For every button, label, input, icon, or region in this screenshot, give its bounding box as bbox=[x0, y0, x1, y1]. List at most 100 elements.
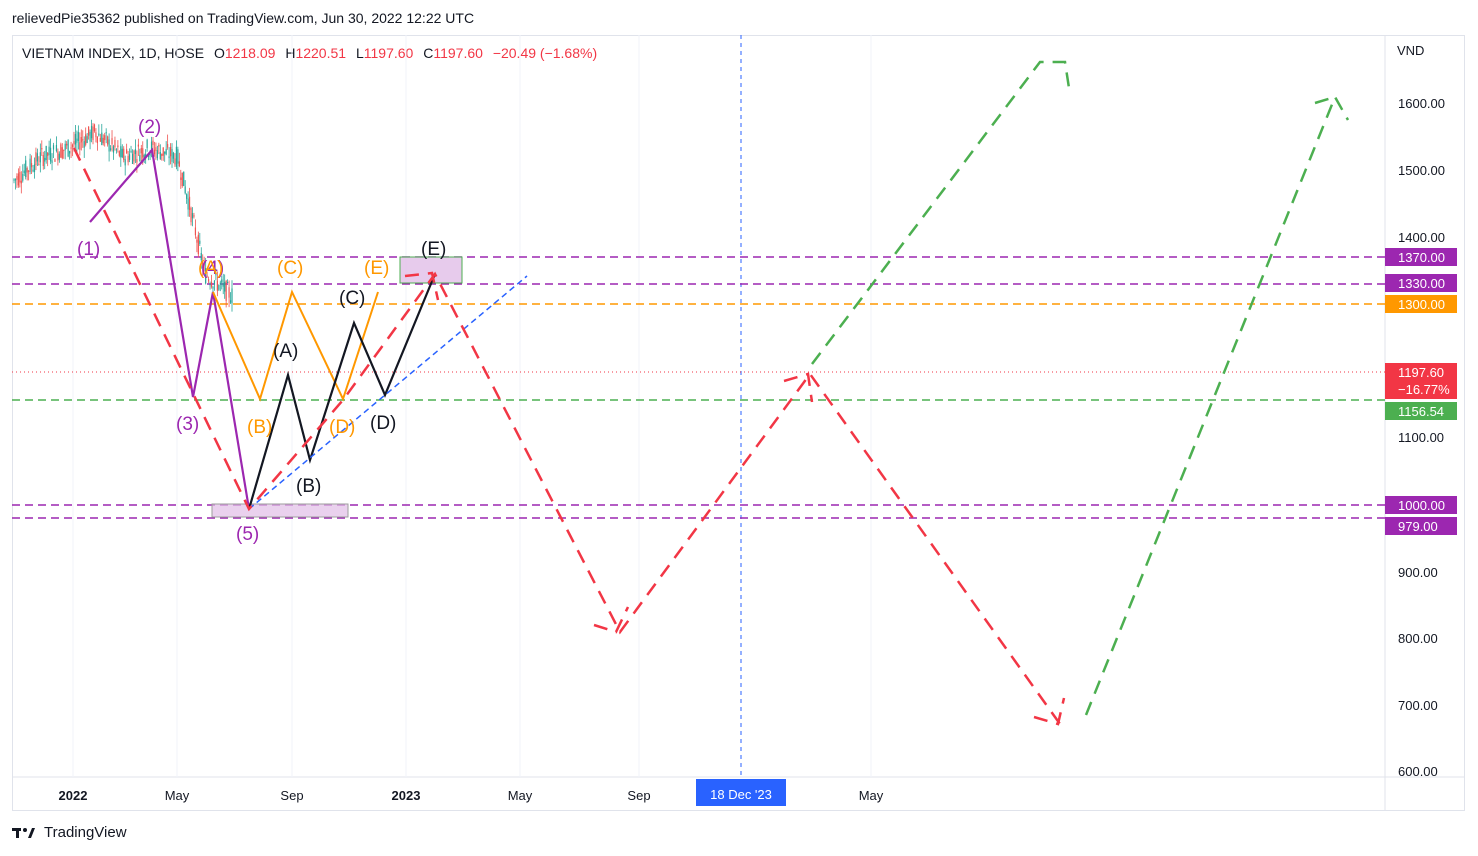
red-projection[interactable] bbox=[72, 147, 1062, 725]
symbol-name[interactable]: VIETNAM INDEX, 1D, HOSE bbox=[22, 45, 205, 61]
candle-body bbox=[213, 280, 216, 285]
horizontal-levels bbox=[12, 256, 1385, 519]
candle-body bbox=[152, 140, 154, 146]
candle-body bbox=[127, 155, 129, 163]
candle-body bbox=[108, 139, 110, 152]
x-tick-label: Sep bbox=[280, 788, 303, 803]
candle-body bbox=[202, 262, 204, 269]
tradingview-logo[interactable]: TradingView bbox=[12, 824, 127, 841]
y-tick-label: 1500.00 bbox=[1398, 163, 1445, 178]
candle-body bbox=[25, 160, 27, 178]
purple-impulse-wave[interactable] bbox=[89, 147, 251, 510]
candle-body bbox=[41, 148, 43, 150]
candle-body bbox=[74, 134, 77, 145]
candle-body bbox=[115, 149, 118, 151]
black-abcde-wave[interactable] bbox=[247, 273, 437, 510]
crosshair-date-badge bbox=[696, 779, 786, 806]
candle-body bbox=[55, 144, 58, 151]
candle-body bbox=[130, 150, 132, 153]
red-projection-hook-2 bbox=[593, 606, 630, 634]
candle-body bbox=[153, 149, 156, 155]
orange-wave-label-b: (B) bbox=[247, 417, 272, 438]
time-axis[interactable]: 2022 May Sep 2023 May Sep May 18 Dec '23 bbox=[59, 779, 884, 806]
candle-body bbox=[155, 147, 157, 151]
candle-body bbox=[210, 281, 213, 287]
x-tick-label: May bbox=[165, 788, 190, 803]
candle-body bbox=[139, 155, 141, 162]
price-axis[interactable]: 1600.00 1500.00 1400.00 1100.00 900.00 8… bbox=[1398, 96, 1445, 779]
candle-body bbox=[174, 158, 176, 165]
candle-body bbox=[159, 152, 161, 160]
candle-body bbox=[77, 131, 79, 141]
candle-body bbox=[36, 153, 39, 162]
candle-body bbox=[133, 150, 135, 162]
purple-wave-label-2: (2) bbox=[138, 117, 161, 138]
badge-last-change-label: −16.77% bbox=[1398, 382, 1450, 397]
candle-body bbox=[29, 158, 31, 172]
badge-1156 bbox=[1385, 402, 1457, 420]
candle-body bbox=[126, 149, 128, 154]
x-tick-label: 2022 bbox=[59, 788, 88, 803]
candle-body bbox=[177, 149, 179, 164]
candle-body bbox=[120, 146, 122, 158]
candle-body bbox=[200, 252, 202, 261]
candle-body bbox=[146, 139, 148, 149]
candle-body bbox=[104, 135, 106, 141]
candle-body bbox=[67, 140, 69, 157]
currency-label[interactable]: VND bbox=[1397, 43, 1425, 58]
candle-body bbox=[181, 172, 183, 186]
candle-body bbox=[32, 169, 34, 172]
candle-body bbox=[112, 146, 115, 153]
badge-1300-label: 1300.00 bbox=[1398, 297, 1445, 312]
y-tick-label: 1400.00 bbox=[1398, 230, 1445, 245]
candle-body bbox=[216, 280, 218, 291]
badge-1370 bbox=[1385, 248, 1457, 266]
candle-body bbox=[218, 284, 220, 290]
red-projection-hook-1 bbox=[404, 271, 440, 301]
candle-body bbox=[194, 227, 197, 236]
candle-body bbox=[229, 300, 232, 303]
candle-body bbox=[196, 239, 198, 243]
candle-body bbox=[171, 148, 173, 162]
tradingview-brand: TradingView bbox=[44, 824, 127, 841]
badge-1370-label: 1370.00 bbox=[1398, 250, 1445, 265]
candle-body bbox=[83, 141, 85, 148]
support-box[interactable] bbox=[211, 503, 349, 518]
candle-body bbox=[140, 148, 142, 154]
high-label: H bbox=[285, 45, 296, 61]
candle-body bbox=[161, 153, 163, 156]
candle-body bbox=[57, 151, 59, 161]
candle-body bbox=[86, 136, 88, 143]
candle-body bbox=[96, 136, 98, 144]
candle-body bbox=[134, 149, 137, 155]
candle-body bbox=[79, 142, 81, 150]
badge-last-price-label: 1197.60 bbox=[1398, 365, 1444, 380]
candle-body bbox=[137, 144, 139, 147]
candle-body bbox=[184, 186, 186, 194]
candle-body bbox=[221, 279, 223, 283]
candle-body bbox=[227, 282, 229, 284]
green-projection[interactable] bbox=[811, 60, 1071, 365]
candle-body bbox=[150, 141, 153, 152]
x-tick-label: 2023 bbox=[392, 788, 421, 803]
candle-body bbox=[187, 198, 189, 210]
candle-body bbox=[225, 280, 227, 301]
blue-trendline[interactable] bbox=[248, 275, 528, 510]
orange-wave-label-d: (D) bbox=[329, 417, 355, 438]
candle-body bbox=[70, 147, 72, 149]
candle-body bbox=[143, 154, 145, 160]
candle-body bbox=[63, 149, 65, 152]
orange-triangle-wave[interactable] bbox=[212, 289, 379, 402]
badge-979-label: 979.00 bbox=[1398, 519, 1438, 534]
badge-1000 bbox=[1385, 496, 1457, 514]
candle-body bbox=[99, 137, 101, 142]
green-projection-2[interactable] bbox=[1084, 94, 1350, 716]
candle-body bbox=[114, 139, 116, 148]
candle-body bbox=[45, 145, 47, 161]
candle-body bbox=[162, 147, 164, 156]
candle-body bbox=[156, 150, 158, 159]
candle-body bbox=[183, 171, 185, 186]
black-wave-label-a: (A) bbox=[273, 341, 298, 362]
candle-body bbox=[71, 144, 74, 147]
